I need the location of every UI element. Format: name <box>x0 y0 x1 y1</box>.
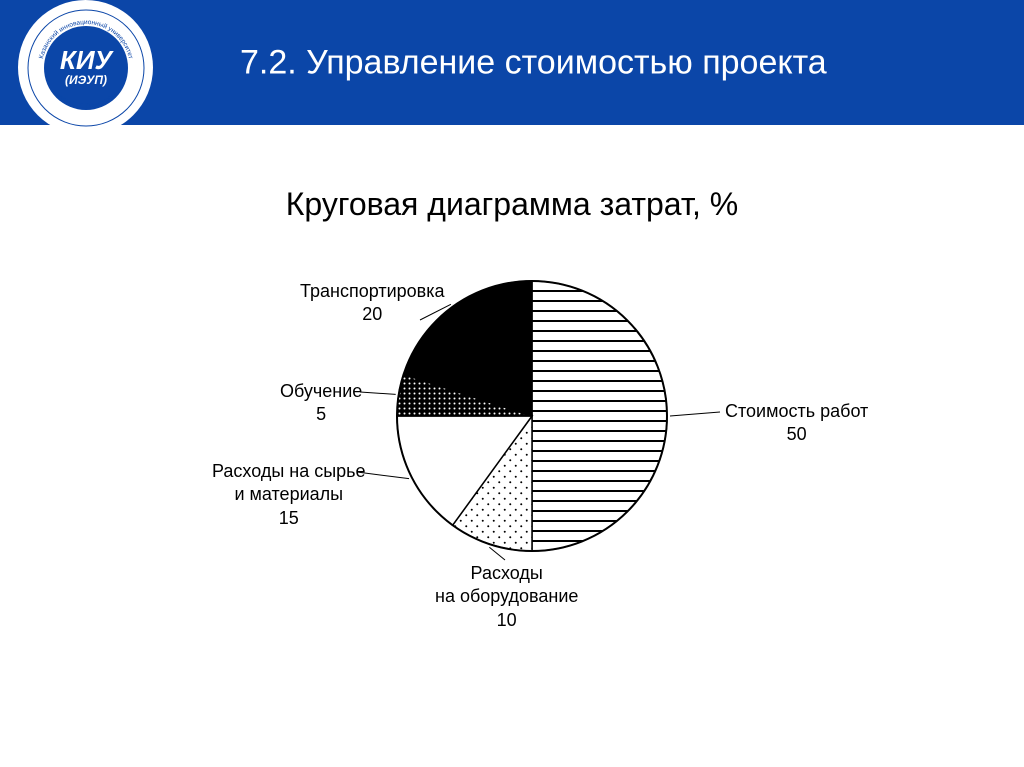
slice-label: Стоимость работ50 <box>725 400 868 447</box>
slice-label: Транспортировка20 <box>300 280 444 327</box>
slice-value: 15 <box>212 507 366 530</box>
slice-label: Обучение5 <box>280 380 362 427</box>
leader-line <box>360 392 396 394</box>
slice-value: 50 <box>725 423 868 446</box>
logo: Казанский инновационный университет имен… <box>18 0 153 135</box>
pie-slice <box>532 281 667 551</box>
slide-title: 7.2. Управление стоимостью проекта <box>240 43 827 82</box>
logo-sub-text: (ИЭУП) <box>64 73 106 87</box>
logo-svg: Казанский инновационный университет имен… <box>27 9 145 127</box>
slice-value: 10 <box>435 609 578 632</box>
slice-label: Расходы на сырьеи материалы15 <box>212 460 366 530</box>
leader-line <box>670 412 720 416</box>
logo-main-text: КИУ <box>59 45 114 75</box>
slice-value: 20 <box>300 303 444 326</box>
slice-label: Расходына оборудование10 <box>435 562 578 632</box>
slide-header: Казанский инновационный университет имен… <box>0 0 1024 125</box>
chart-title: Круговая диаграмма затрат, % <box>286 186 738 223</box>
slice-value: 5 <box>280 403 362 426</box>
pie-chart-area: Стоимость работ50 Расходына оборудование1… <box>0 250 1024 650</box>
